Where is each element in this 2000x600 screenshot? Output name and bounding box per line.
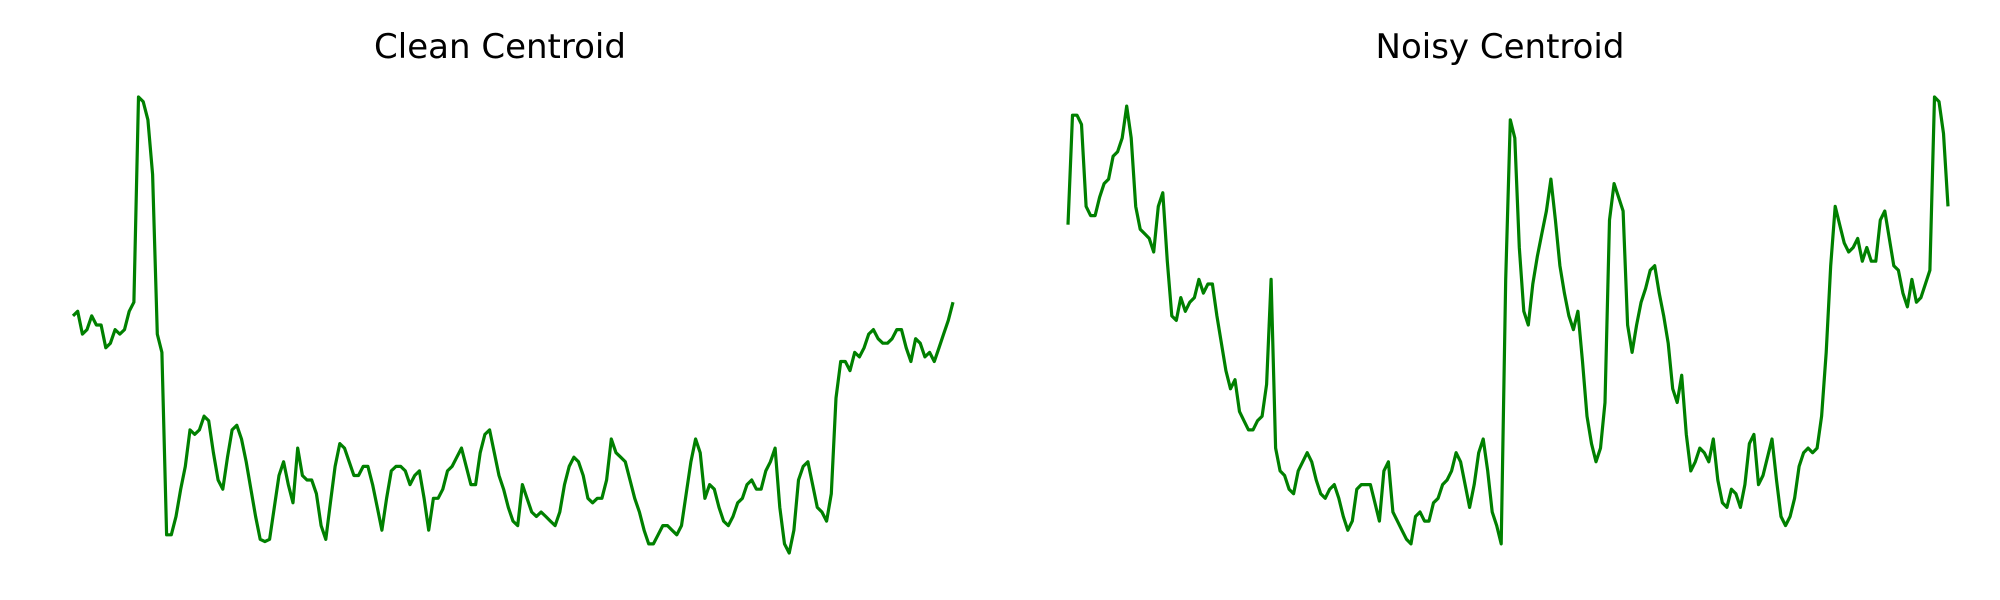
- chart-title: Noisy Centroid: [1375, 27, 1625, 67]
- noisy-centroid-panel: Noisy Centroid: [1000, 0, 2000, 600]
- clean-centroid-panel: Clean Centroid: [71, 27, 955, 555]
- series-line: [71, 95, 955, 555]
- series-line: [1066, 95, 1950, 546]
- clean-centroid-plot: [71, 95, 955, 555]
- chart-title: Clean Centroid: [374, 27, 626, 67]
- noisy-centroid-plot: [1066, 95, 1950, 546]
